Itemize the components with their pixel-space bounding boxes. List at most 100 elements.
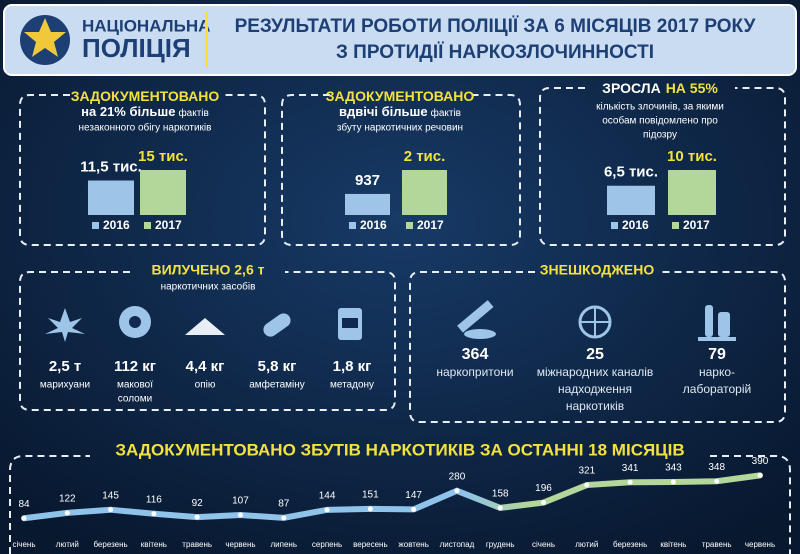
x-tick-label: серпень <box>312 540 342 549</box>
panel-subline: вдвічі більше фактів <box>339 104 461 119</box>
header-box <box>3 4 797 76</box>
bar <box>607 185 655 215</box>
item-label: макової <box>117 380 153 391</box>
heading-text: ЗАДОКУМЕНТОВАНО <box>71 88 220 104</box>
x-tick-label: липень <box>271 540 298 549</box>
x-tick-label: травень <box>702 540 732 549</box>
highlight: вдвічі більше <box>339 104 428 119</box>
data-label: 147 <box>405 490 422 501</box>
data-point <box>670 479 676 485</box>
section-subtitle: наркотичних засобів <box>161 281 256 293</box>
data-label: 116 <box>146 494 162 505</box>
data-point <box>194 514 200 520</box>
data-point <box>151 511 157 517</box>
heading-text: ЗРОСЛА <box>602 80 661 96</box>
data-point <box>584 482 590 488</box>
bar <box>345 193 390 215</box>
data-point <box>497 505 503 511</box>
panel-frame <box>281 94 521 246</box>
data-label: 280 <box>449 471 466 482</box>
panel-text: незаконного обігу наркотиків <box>79 122 212 134</box>
data-label: 87 <box>278 498 290 509</box>
item-label: опію <box>195 380 216 391</box>
bar-label: 937 <box>355 172 380 189</box>
data-label: 341 <box>622 463 639 474</box>
bar-label: 6,5 тис. <box>604 164 658 181</box>
bar <box>668 170 716 215</box>
item-label: надходження <box>558 382 632 396</box>
legend-swatch <box>144 222 151 229</box>
amount: 5,8 кг <box>258 358 297 375</box>
data-point <box>324 507 330 513</box>
data-label: 107 <box>232 496 249 507</box>
x-tick-label: вересень <box>353 540 388 549</box>
panel-heading: ЗРОСЛА НА 55% <box>602 80 718 96</box>
amount: 1,8 кг <box>333 358 372 375</box>
amount: 112 кг <box>114 358 156 375</box>
seized-icons <box>45 306 362 342</box>
item-label: марихуани <box>40 380 90 391</box>
bar <box>402 170 447 215</box>
panel-frame <box>19 271 396 411</box>
data-label: 196 <box>535 483 552 494</box>
count: 364 <box>462 346 489 363</box>
header-title: РЕЗУЛЬТАТИ РОБОТИ ПОЛІЦІЇ ЗА 6 МІСЯЦІВ 2… <box>235 16 756 37</box>
data-label: 145 <box>102 490 119 501</box>
panel-frame <box>539 87 786 246</box>
x-tick-label: грудень <box>486 540 515 549</box>
count: 79 <box>708 346 726 363</box>
data-point <box>454 488 460 494</box>
bar <box>140 170 186 215</box>
panel-text: кількість злочинів, за якими <box>596 102 724 113</box>
data-label: 84 <box>18 499 30 510</box>
legend-label: 2017 <box>155 218 182 232</box>
data-point <box>281 515 287 521</box>
panel-text: особам повідомлено про <box>602 115 718 127</box>
legend-label: 2016 <box>103 218 130 232</box>
panel-frame <box>19 94 266 246</box>
data-line <box>21 472 763 522</box>
amount: 2,5 т <box>49 358 81 375</box>
bar <box>88 180 134 215</box>
bar-label: 15 тис. <box>138 148 188 165</box>
section-title: ЗНЕШКОДЖЕНО <box>540 262 655 278</box>
data-point <box>411 506 417 512</box>
neutralized-icons <box>457 300 736 341</box>
logo-text: НАЦІОНАЛЬНА <box>82 16 210 35</box>
x-tick-label: березень <box>613 540 647 549</box>
item-label: лабораторій <box>683 382 751 396</box>
panel-heading: ЗАДОКУМЕНТОВАНО <box>326 88 475 104</box>
data-label: 92 <box>192 498 204 509</box>
legend-label: 2016 <box>622 218 649 232</box>
data-label: 144 <box>319 490 336 501</box>
panel-text: збуту наркотичних речовин <box>337 122 463 134</box>
item-label: наркотиків <box>566 399 624 413</box>
x-tick-label: квітень <box>660 540 686 549</box>
legend-swatch <box>406 222 413 229</box>
item-label: нарко- <box>699 365 735 379</box>
panel-heading: ЗАДОКУМЕНТОВАНО <box>71 88 220 104</box>
chart-title: ЗАДОКУМЕНТОВАНО ЗБУТІВ НАРКОТИКІВ ЗА ОСТ… <box>115 440 684 459</box>
data-label: 348 <box>708 462 725 473</box>
x-tick-label: лютий <box>575 540 598 549</box>
legend-swatch <box>672 222 679 229</box>
x-tick-label: листопад <box>440 540 475 549</box>
count: 25 <box>586 346 604 363</box>
divider <box>205 12 208 68</box>
panel-frame <box>9 455 791 554</box>
bar-label: 11,5 тис. <box>80 158 142 175</box>
logo <box>20 15 70 65</box>
legend-label: 2016 <box>360 218 387 232</box>
bar-label: 10 тис. <box>667 148 717 165</box>
legend-swatch <box>349 222 356 229</box>
x-tick-label: січень <box>13 540 36 549</box>
data-label: 390 <box>752 456 769 467</box>
data-label: 158 <box>492 489 509 500</box>
data-point <box>627 479 633 485</box>
item-label: наркопритони <box>436 365 513 379</box>
legend-label: 2017 <box>417 218 444 232</box>
panel-subline: на 21% більше фактів <box>81 104 209 119</box>
legend-swatch <box>611 222 618 229</box>
